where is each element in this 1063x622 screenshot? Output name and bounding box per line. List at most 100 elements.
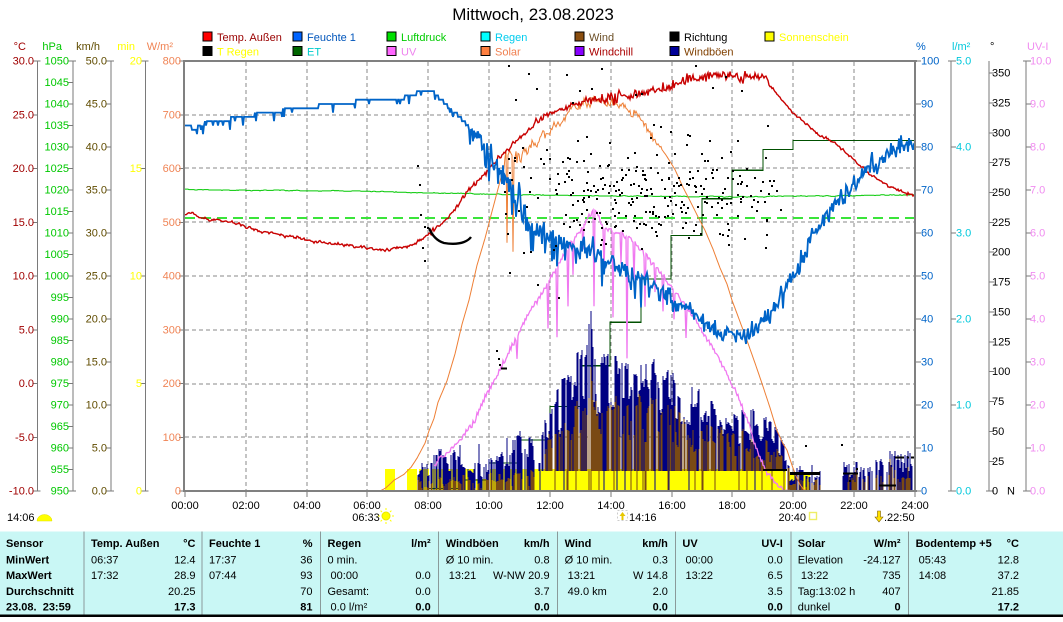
svg-text:0.3: 0.3 <box>653 554 668 566</box>
svg-text:600: 600 <box>163 163 181 175</box>
svg-text:12:00: 12:00 <box>536 500 564 512</box>
svg-text:275: 275 <box>992 157 1010 169</box>
svg-text:MinWert: MinWert <box>6 554 50 566</box>
svg-text:5.0: 5.0 <box>92 443 107 455</box>
svg-text:1010: 1010 <box>45 228 69 240</box>
svg-text:17:32: 17:32 <box>91 570 119 582</box>
svg-text:Regen: Regen <box>328 538 362 550</box>
svg-text:0.0: 0.0 <box>534 602 549 614</box>
svg-text:T Regen: T Regen <box>217 47 259 59</box>
svg-text:02:00: 02:00 <box>232 500 260 512</box>
svg-text:0: 0 <box>894 602 900 614</box>
svg-text:100: 100 <box>163 432 181 444</box>
svg-text:5: 5 <box>136 378 142 390</box>
svg-text:990: 990 <box>51 314 69 326</box>
svg-text:-24.127: -24.127 <box>863 554 900 566</box>
svg-text:MaxWert: MaxWert <box>6 570 52 582</box>
svg-text:0.0: 0.0 <box>768 554 783 566</box>
svg-text:05:43: 05:43 <box>916 554 947 566</box>
svg-text:0.8: 0.8 <box>534 554 549 566</box>
svg-text:700: 700 <box>163 109 181 121</box>
svg-text:0.0: 0.0 <box>956 486 971 498</box>
svg-text:21.85: 21.85 <box>991 586 1019 598</box>
svg-text:35.0: 35.0 <box>86 185 107 197</box>
svg-text:300: 300 <box>992 127 1010 139</box>
svg-text:%: % <box>303 538 313 550</box>
svg-text:l/m²: l/m² <box>411 538 431 550</box>
svg-text:Temp. Außen: Temp. Außen <box>91 538 160 550</box>
svg-text:Tag:13:02 h: Tag:13:02 h <box>798 586 856 598</box>
svg-text:325: 325 <box>992 97 1010 109</box>
svg-text:6.5: 6.5 <box>768 570 783 582</box>
svg-text:20.0: 20.0 <box>13 163 34 175</box>
svg-text:Luftdruck: Luftdruck <box>401 32 447 44</box>
svg-text:14:08: 14:08 <box>916 570 947 582</box>
svg-text:0.0: 0.0 <box>415 570 430 582</box>
svg-text:3.0: 3.0 <box>1030 357 1045 369</box>
svg-text:00:00: 00:00 <box>682 554 713 566</box>
svg-text:175: 175 <box>992 277 1010 289</box>
svg-text:0.0: 0.0 <box>19 378 34 390</box>
svg-text:Feuchte 1: Feuchte 1 <box>209 538 260 550</box>
svg-text:Windböen: Windböen <box>446 538 499 550</box>
svg-text:Ø 10 min.: Ø 10 min. <box>565 554 613 566</box>
svg-text:20: 20 <box>130 56 142 68</box>
svg-text:1.0: 1.0 <box>1030 443 1045 455</box>
svg-text:Elevation: Elevation <box>798 554 843 566</box>
svg-text:%: % <box>916 41 926 53</box>
svg-text:10: 10 <box>921 443 933 455</box>
svg-text:08:00: 08:00 <box>414 500 442 512</box>
svg-text:407: 407 <box>882 586 900 598</box>
svg-text:12.4: 12.4 <box>174 554 195 566</box>
svg-text:13:21: 13:21 <box>565 570 596 582</box>
svg-text:28.9: 28.9 <box>174 570 195 582</box>
svg-text:5.0: 5.0 <box>1030 271 1045 283</box>
svg-text:W 14.8: W 14.8 <box>633 570 668 582</box>
svg-text:10.0: 10.0 <box>86 400 107 412</box>
svg-text:25: 25 <box>992 456 1004 468</box>
svg-text:3.5: 3.5 <box>768 586 783 598</box>
svg-text:Ø 10 min.: Ø 10 min. <box>446 554 494 566</box>
svg-text:km/h: km/h <box>76 41 100 53</box>
svg-text:1035: 1035 <box>45 120 69 132</box>
svg-text:10:00: 10:00 <box>475 500 503 512</box>
svg-text:13:22: 13:22 <box>798 570 829 582</box>
svg-text:980: 980 <box>51 357 69 369</box>
svg-text:30.0: 30.0 <box>86 228 107 240</box>
svg-text:995: 995 <box>51 292 69 304</box>
svg-text:0.0: 0.0 <box>768 602 783 614</box>
svg-text:955: 955 <box>51 464 69 476</box>
svg-text:14:00: 14:00 <box>597 500 625 512</box>
svg-text:0.0: 0.0 <box>1030 486 1045 498</box>
svg-text:40.0: 40.0 <box>86 142 107 154</box>
svg-text:14:16: 14:16 <box>629 512 657 524</box>
svg-text:Regen: Regen <box>495 32 527 44</box>
svg-text:25.0: 25.0 <box>13 109 34 121</box>
svg-text:13:22: 13:22 <box>682 570 713 582</box>
svg-text:14:06: 14:06 <box>7 512 35 524</box>
svg-text:0.0: 0.0 <box>92 486 107 498</box>
svg-text:30.0: 30.0 <box>13 56 34 68</box>
svg-text:50.0: 50.0 <box>86 56 107 68</box>
svg-text:4.0: 4.0 <box>956 142 971 154</box>
svg-text:1015: 1015 <box>45 206 69 218</box>
svg-text:UV-I: UV-I <box>761 538 782 550</box>
svg-text:735: 735 <box>882 570 900 582</box>
svg-text:4.0: 4.0 <box>1030 314 1045 326</box>
svg-text:5.0: 5.0 <box>19 324 34 336</box>
svg-text:25.0: 25.0 <box>86 271 107 283</box>
svg-text:150: 150 <box>992 306 1010 318</box>
svg-text:UV: UV <box>401 47 417 59</box>
svg-text:Richtung: Richtung <box>684 32 727 44</box>
svg-text:1050: 1050 <box>45 56 69 68</box>
svg-text:Windböen: Windböen <box>684 47 734 59</box>
svg-text:22:00: 22:00 <box>840 500 868 512</box>
svg-text:Wind: Wind <box>589 32 614 44</box>
svg-text:17.3: 17.3 <box>174 602 195 614</box>
svg-text:950: 950 <box>51 486 69 498</box>
svg-text:00:00: 00:00 <box>328 570 359 582</box>
svg-text:1045: 1045 <box>45 77 69 89</box>
svg-text:6.0: 6.0 <box>1030 228 1045 240</box>
svg-text:0.0: 0.0 <box>653 602 668 614</box>
svg-text:20.0: 20.0 <box>86 314 107 326</box>
